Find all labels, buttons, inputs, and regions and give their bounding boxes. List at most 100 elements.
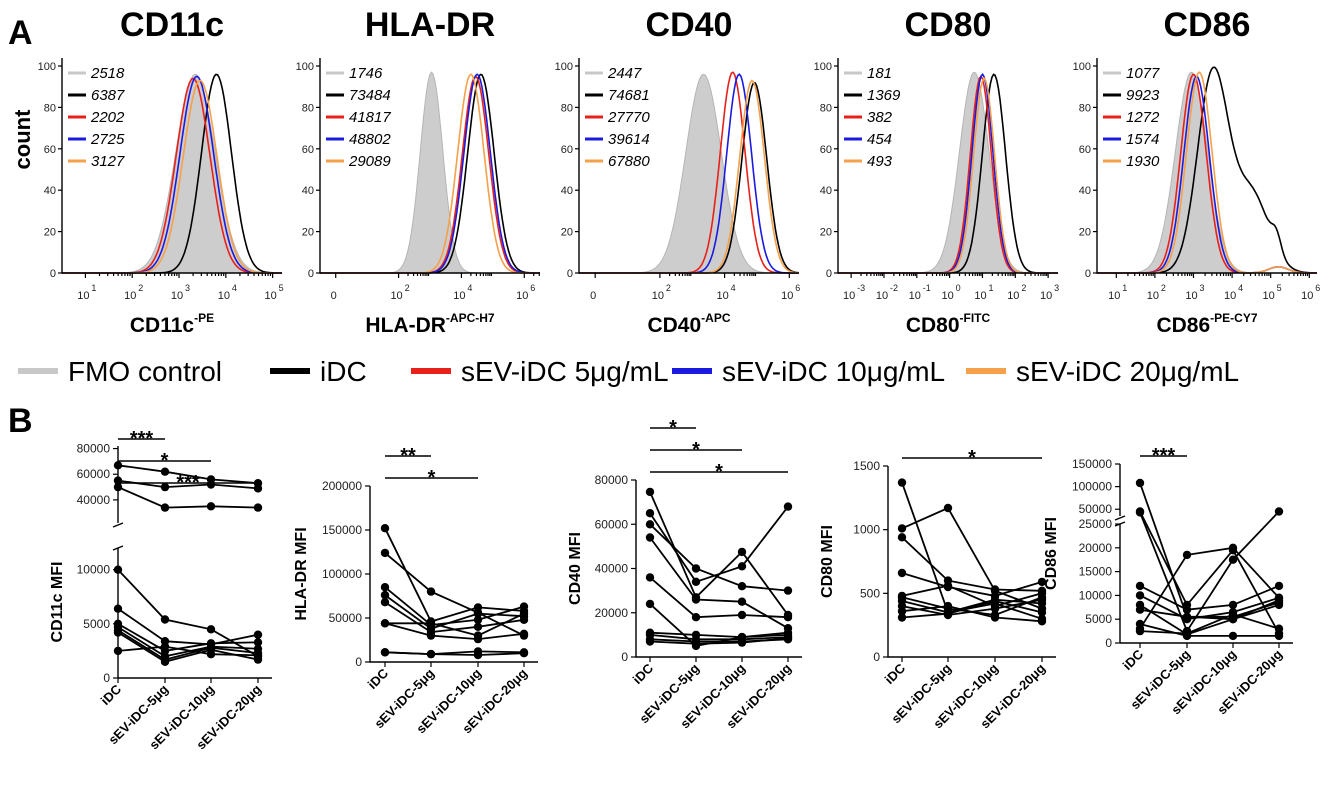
donor-line xyxy=(117,645,259,657)
donor-point xyxy=(160,503,170,512)
donor-point xyxy=(426,587,436,596)
y-tick-label: 20 xyxy=(820,227,832,239)
mfi-value: 74681 xyxy=(608,87,650,104)
y-tick-label: 500 xyxy=(860,586,880,600)
x-tick-exponent: 0 xyxy=(956,283,961,293)
donor-line xyxy=(117,629,259,661)
donor-point xyxy=(1228,555,1238,564)
y-tick-label: 20000 xyxy=(595,606,629,620)
donor-point xyxy=(1274,631,1284,641)
y-tick-label: 80000 xyxy=(595,473,629,487)
x-tick-label: 10 xyxy=(716,290,728,302)
donor-point xyxy=(737,582,747,591)
y-tick-label: 60 xyxy=(561,144,573,156)
x-tick-exponent: 2 xyxy=(138,283,143,293)
donor-line xyxy=(901,482,1043,614)
x-tick-exponent: 2 xyxy=(666,283,671,293)
donor-point xyxy=(160,615,170,624)
y-tick-label: 100000 xyxy=(322,567,362,581)
mfi-value: 2202 xyxy=(90,109,125,126)
donor-point xyxy=(1037,608,1047,617)
donor-line xyxy=(649,536,789,629)
mfi-plot-0: 4000060000800000500010000iDCsEV-iDC-5μgs… xyxy=(49,428,272,752)
y-tick-label: 100 xyxy=(814,61,832,73)
donor-point xyxy=(473,615,483,624)
donor-point xyxy=(1228,543,1238,552)
donor-point xyxy=(897,568,907,578)
donor-line xyxy=(649,637,789,645)
donor-point xyxy=(1182,605,1192,614)
donor-line xyxy=(1139,482,1280,621)
x-tick-label: 10 xyxy=(1147,290,1159,302)
y-tick-label: 0 xyxy=(308,268,314,280)
y-tick-label: 100 xyxy=(555,61,573,73)
donor-line xyxy=(117,464,259,485)
donor-point xyxy=(990,613,1000,622)
x-category-label: iDC xyxy=(365,665,392,692)
legend-label-0: FMO control xyxy=(68,356,222,387)
histogram-3: CD8002040608010010-310-210-1100101102103… xyxy=(814,6,1060,337)
donor-point xyxy=(737,597,747,606)
legend-label-4: sEV-iDC 20μg/mL xyxy=(1016,356,1239,387)
donor-point xyxy=(943,601,953,611)
donor-point xyxy=(1228,610,1238,619)
x-tick-label: 10 xyxy=(1040,290,1052,302)
x-tick-exponent: 4 xyxy=(467,283,472,293)
donor-point xyxy=(1274,624,1284,633)
donor-point xyxy=(737,562,747,571)
donor-point xyxy=(1135,581,1145,591)
mfi-plot-4: 50000 100000 150000 0 5000 10000 15000 20000 250… xyxy=(1043,445,1293,717)
donor-point xyxy=(380,648,390,657)
x-category-label: iDC xyxy=(882,660,909,687)
donor-line xyxy=(117,626,259,658)
donor-point xyxy=(691,595,701,604)
mfi-plot-2: 020000400006000080000iDCsEV-iDC-5μgsEV-i… xyxy=(567,417,802,731)
donor-point xyxy=(426,631,436,640)
x-tick-label: 10 xyxy=(516,290,528,302)
donor-line xyxy=(1139,510,1280,634)
mfi-plot-1: 050000100000150000200000iDCsEV-iDC-5μgsE… xyxy=(293,445,538,736)
x-tick-exponent: 1 xyxy=(1122,283,1127,293)
x-tick-exponent: 4 xyxy=(232,283,237,293)
y-tick-label: 20 xyxy=(1079,227,1091,239)
panel-letter-a: A xyxy=(8,14,33,52)
y-tick-label: 5000 xyxy=(1085,612,1112,626)
donor-point xyxy=(691,564,701,573)
mfi-value: 1369 xyxy=(867,87,901,104)
donor-line xyxy=(1139,623,1279,637)
donor-line xyxy=(1139,601,1280,618)
donor-point xyxy=(1037,577,1047,587)
donor-point xyxy=(1228,600,1238,610)
axes xyxy=(635,480,802,658)
histogram-x-title: CD11c-PE xyxy=(130,311,214,337)
mfi-value: 29089 xyxy=(348,153,391,170)
donor-point xyxy=(943,503,953,513)
donor-line xyxy=(649,631,789,639)
donor-point xyxy=(519,649,529,658)
donor-line xyxy=(901,584,1043,608)
donor-point xyxy=(783,502,793,511)
donor-point xyxy=(473,622,483,631)
y-axis-title: HLA-DR MFI xyxy=(293,527,310,620)
y-tick-label: 1000 xyxy=(853,523,880,537)
x-tick-label: 10 xyxy=(1007,290,1019,302)
donor-line xyxy=(1139,511,1280,634)
significance-star: *** xyxy=(130,428,154,450)
donor-point xyxy=(380,524,390,533)
mfi-value: 1746 xyxy=(349,65,383,82)
histogram-title: CD86 xyxy=(1164,6,1251,44)
x-tick-exponent: 1 xyxy=(988,283,993,293)
donor-line xyxy=(1139,546,1280,630)
mfi-value: 2518 xyxy=(90,65,125,82)
donor-point xyxy=(1037,595,1047,604)
donor-point xyxy=(943,581,953,590)
y-tick-label: 20 xyxy=(561,227,573,239)
donor-line xyxy=(117,623,259,652)
y-tick-label: 0 xyxy=(826,268,832,280)
donor-line xyxy=(117,607,259,646)
donor-point xyxy=(897,613,907,622)
mfi-value: 1930 xyxy=(1126,153,1160,170)
y-tick-label: 60000 xyxy=(595,517,629,531)
panel-letter-b: B xyxy=(8,402,33,440)
